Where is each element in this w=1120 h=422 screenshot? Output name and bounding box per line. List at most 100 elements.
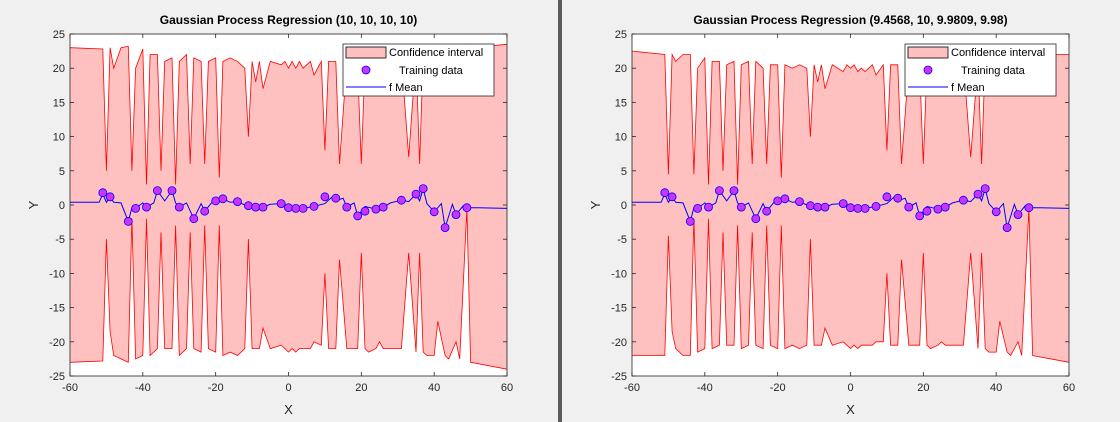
legend-swatch-confidence xyxy=(907,46,949,59)
training-point xyxy=(298,203,308,213)
training-point xyxy=(922,206,932,216)
training-point xyxy=(371,204,381,214)
y-tick-label: -25 xyxy=(49,371,65,383)
y-tick-label: -10 xyxy=(611,268,627,280)
training-point xyxy=(378,202,388,212)
legend-label-mean: f Mean xyxy=(389,82,423,94)
legend: Confidence interval Training data f Mean xyxy=(342,43,495,97)
training-point xyxy=(251,202,261,212)
y-tick-label: 20 xyxy=(53,63,65,75)
x-tick-label: 20 xyxy=(355,382,367,394)
legend-label-training: Training data xyxy=(961,65,1026,77)
training-point xyxy=(462,203,472,213)
training-point xyxy=(331,193,341,203)
training-point xyxy=(714,186,724,196)
training-point xyxy=(320,192,330,202)
y-axis-label: Y xyxy=(26,200,41,209)
training-point xyxy=(211,196,221,206)
y-axis-label: Y xyxy=(588,200,603,209)
training-point xyxy=(660,188,670,198)
x-tick-label: 60 xyxy=(501,382,513,394)
training-point xyxy=(667,192,677,202)
training-point xyxy=(860,203,870,213)
y-tick-label: 0 xyxy=(59,200,65,212)
training-point xyxy=(736,202,746,212)
training-point xyxy=(276,199,286,209)
training-point xyxy=(973,189,983,199)
training-point xyxy=(243,201,253,211)
y-tick-label: -10 xyxy=(49,268,65,280)
x-tick-label: 0 xyxy=(847,382,853,394)
chart-title: Gaussian Process Regression (9.4568, 10,… xyxy=(693,13,1007,27)
x-tick-label: 20 xyxy=(917,382,929,394)
training-point xyxy=(189,214,199,224)
legend-label-confidence: Confidence interval xyxy=(951,47,1045,59)
y-tick-label: 10 xyxy=(615,132,627,144)
x-tick-label: -40 xyxy=(697,382,713,394)
training-point xyxy=(411,189,421,199)
training-point xyxy=(131,203,141,213)
x-tick-label: 60 xyxy=(1063,382,1075,394)
training-point xyxy=(773,196,783,206)
training-point xyxy=(284,203,293,213)
training-point xyxy=(882,192,892,202)
training-point xyxy=(152,186,162,196)
training-point xyxy=(904,202,914,212)
training-point xyxy=(123,216,133,226)
x-tick-label: -60 xyxy=(62,382,78,394)
legend-label-confidence: Confidence interval xyxy=(389,47,483,59)
x-tick-label: -60 xyxy=(624,382,640,394)
x-axis-label: X xyxy=(284,402,293,417)
training-point xyxy=(98,188,108,198)
y-tick-label: 20 xyxy=(615,63,627,75)
training-point xyxy=(729,186,739,196)
y-tick-label: 5 xyxy=(621,166,627,178)
y-tick-label: 25 xyxy=(615,29,627,41)
legend-marker-training xyxy=(923,65,933,75)
y-tick-label: -5 xyxy=(617,234,627,246)
training-point xyxy=(291,203,301,213)
training-point xyxy=(704,202,713,212)
training-point xyxy=(780,194,790,204)
training-point xyxy=(980,184,990,194)
training-point xyxy=(846,203,855,213)
training-point xyxy=(200,206,210,216)
training-point xyxy=(396,195,406,205)
y-tick-label: -20 xyxy=(611,337,627,349)
confidence-lower-edge xyxy=(632,208,1070,363)
training-point xyxy=(751,214,761,224)
y-tick-label: -5 xyxy=(55,234,65,246)
training-point xyxy=(820,202,830,212)
training-point xyxy=(451,210,461,220)
training-point xyxy=(1024,203,1034,213)
training-point xyxy=(342,202,352,212)
training-point xyxy=(795,197,804,207)
training-point xyxy=(218,194,228,204)
y-tick-label: 5 xyxy=(59,166,65,178)
gpr-chart-right: -60 -40 -20 0 20 40 60 -25 -20 -15 -10 -5 0 5 10 15 20 25… xyxy=(588,13,1075,417)
training-point xyxy=(258,202,268,212)
legend-swatch-confidence xyxy=(345,46,387,59)
training-point xyxy=(871,201,881,211)
confidence-lower-edge xyxy=(69,208,508,370)
x-tick-label: -20 xyxy=(770,382,786,394)
training-point xyxy=(915,211,925,221)
training-point xyxy=(853,203,863,213)
x-tick-label: -20 xyxy=(208,382,224,394)
training-point xyxy=(353,211,363,221)
training-point xyxy=(805,201,815,211)
training-point xyxy=(1002,223,1012,233)
training-point xyxy=(838,199,848,209)
x-axis-label: X xyxy=(846,402,855,417)
training-point xyxy=(142,202,151,212)
gpr-chart-left: -60 -40 -20 0 20 40 60 -25 -20 -15 -10 -5 0 5 10 15 20 25… xyxy=(26,13,513,417)
training-point xyxy=(991,207,1001,217)
training-point xyxy=(105,192,115,202)
y-tick-label: 0 xyxy=(621,200,627,212)
legend: Confidence interval Training data f Mean xyxy=(904,43,1057,97)
training-point xyxy=(762,206,772,216)
legend-marker-training xyxy=(361,65,371,75)
training-point xyxy=(958,195,968,205)
y-tick-label: 15 xyxy=(53,97,65,109)
training-point xyxy=(693,203,703,213)
